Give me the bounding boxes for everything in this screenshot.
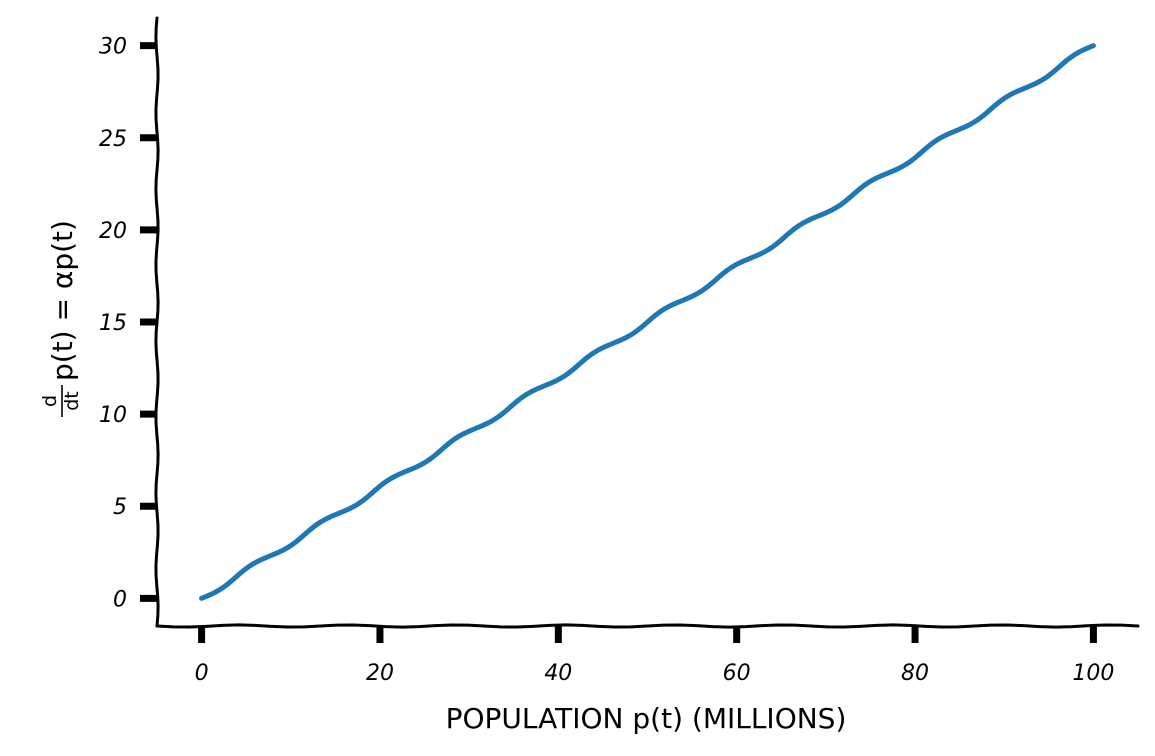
y-tick-label: 5 <box>113 495 127 520</box>
x-axis-line <box>155 623 1140 629</box>
y-axis-label: d dt p(t) = αp(t) <box>39 220 83 417</box>
x-tick-label: 40 <box>544 661 572 686</box>
x-axis <box>155 623 1140 629</box>
x-tick-label: 80 <box>901 661 929 686</box>
series-line <box>199 43 1096 601</box>
x-tick-label: 100 <box>1072 661 1114 686</box>
x-ticks: 0 20 40 60 80 100 <box>195 626 1114 686</box>
x-tick-label: 0 <box>195 661 209 686</box>
y-tick-label: 30 <box>99 35 127 60</box>
y-ticks: 0 5 10 15 20 25 30 <box>99 35 157 612</box>
x-tick-label: 60 <box>723 661 751 686</box>
series <box>199 43 1096 601</box>
y-tick-label: 0 <box>113 587 127 612</box>
y-tick-label: 20 <box>99 219 127 244</box>
y-axis-label-frac-num: d <box>39 395 61 407</box>
y-tick-label: 15 <box>99 311 127 336</box>
x-axis-label: POPULATION p(t) (MILLIONS) <box>446 702 847 735</box>
y-axis-label-text: p(t) = αp(t) <box>46 220 79 381</box>
x-tick-label: 20 <box>366 661 394 686</box>
y-axis-label-frac-den: dt <box>61 391 83 411</box>
y-tick-label: 10 <box>99 403 127 428</box>
y-tick-label: 25 <box>99 127 127 152</box>
